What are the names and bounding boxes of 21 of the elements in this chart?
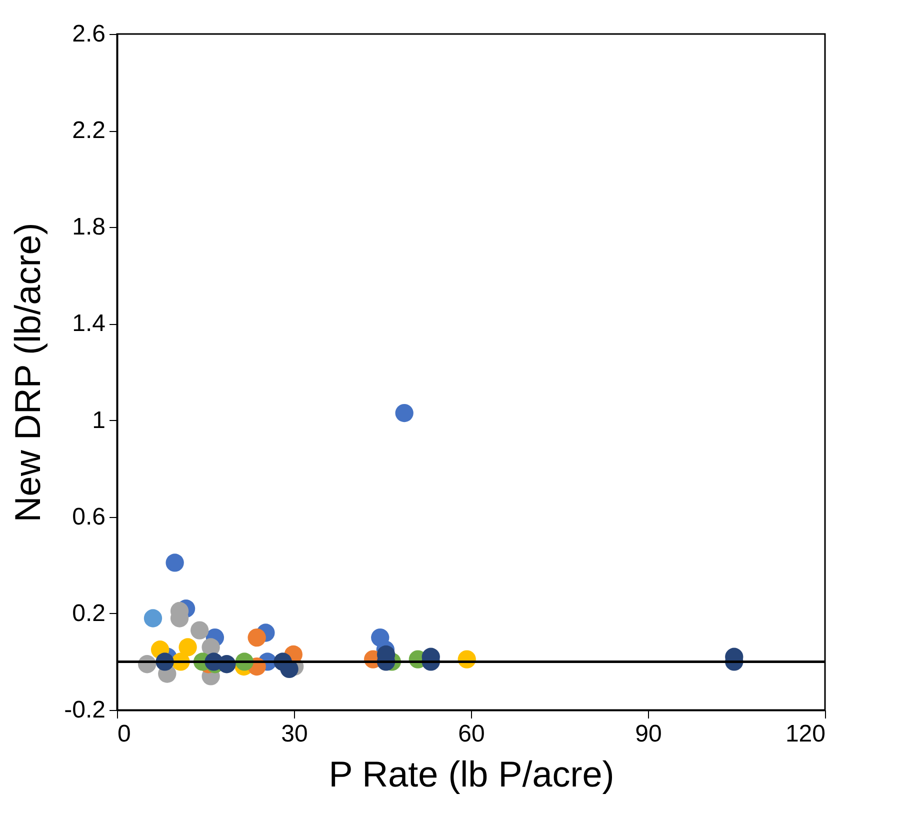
x-tick-label: 90 [635,720,662,748]
x-tick-label: 30 [281,720,308,748]
point [178,638,197,656]
x-axis-title: P Rate (lb P/acre) [328,754,614,794]
y-tick-label: 1.4 [72,310,106,338]
point [395,404,414,422]
y-tick-label: 2.2 [72,117,106,144]
x-tick-label: 120 [785,720,826,748]
y-tick-label: -0.2 [64,696,106,724]
x-tick-label: 60 [458,720,485,748]
x-tick-label: 0 [118,720,131,748]
point [190,621,209,640]
y-tick-label: 0.2 [72,600,106,627]
y-tick-label: 1 [92,406,106,434]
y-tick-label: 0.6 [72,503,106,530]
point [248,628,266,647]
y-axis-title: New DRP (lb/acre) [7,222,48,522]
point [144,609,162,628]
y-tick-label: 2.6 [72,20,106,48]
y-tick-label: 1.8 [72,214,106,241]
point [166,554,184,572]
